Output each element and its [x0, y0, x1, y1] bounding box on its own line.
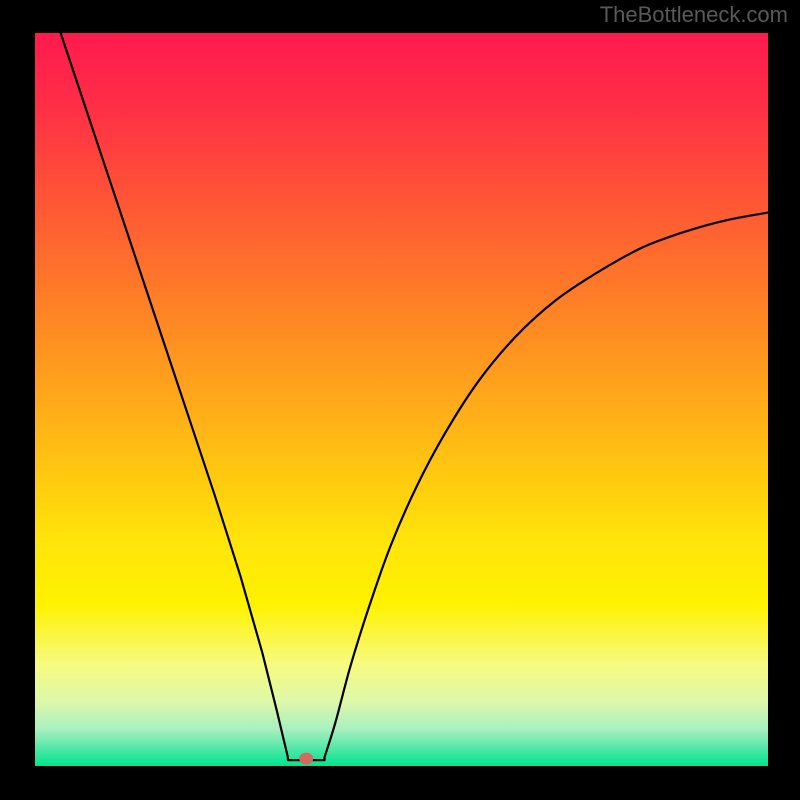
chart-frame: TheBottleneck.com: [0, 0, 800, 800]
bottleneck-curve-chart: [0, 0, 800, 800]
min-marker-dot: [299, 753, 313, 765]
plot-background: [35, 33, 768, 766]
